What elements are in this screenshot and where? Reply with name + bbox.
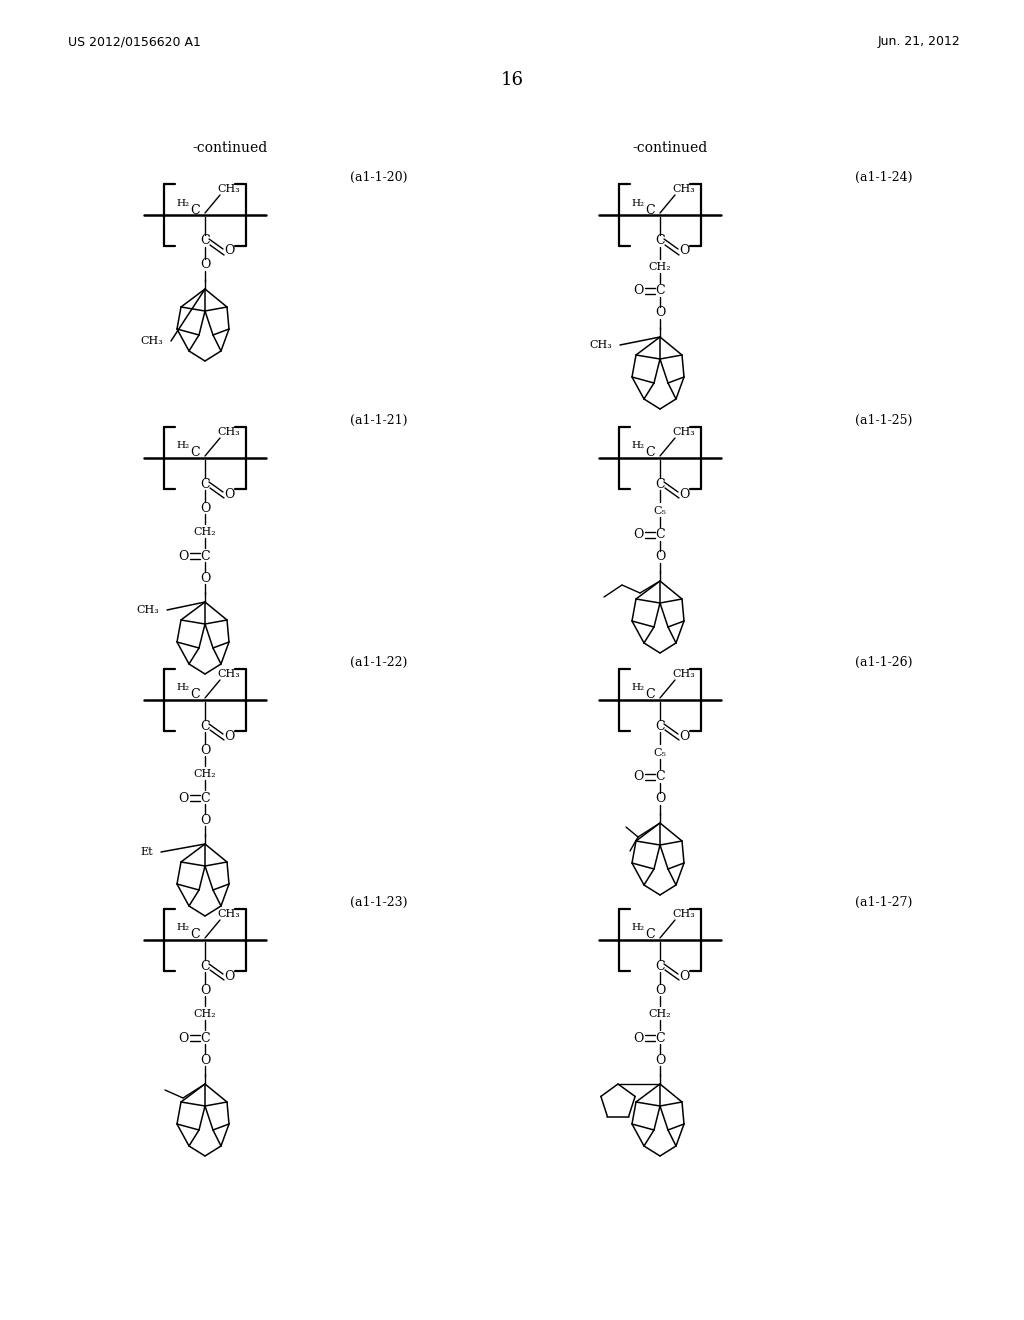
Text: CH₂: CH₂ bbox=[648, 1008, 672, 1019]
Text: O: O bbox=[200, 983, 210, 997]
Text: -continued: -continued bbox=[193, 141, 267, 154]
Text: O: O bbox=[178, 1031, 188, 1044]
Text: O: O bbox=[679, 244, 689, 257]
Text: CH₃: CH₃ bbox=[673, 669, 695, 678]
Text: H₂: H₂ bbox=[176, 198, 189, 207]
Text: CH₃: CH₃ bbox=[218, 426, 241, 437]
Text: O: O bbox=[224, 487, 234, 500]
Text: O: O bbox=[200, 502, 210, 515]
Text: C: C bbox=[645, 446, 654, 459]
Text: C: C bbox=[645, 689, 654, 701]
Text: H₂: H₂ bbox=[176, 441, 189, 450]
Text: Jun. 21, 2012: Jun. 21, 2012 bbox=[878, 36, 961, 49]
Text: O: O bbox=[178, 792, 188, 804]
Text: C: C bbox=[200, 235, 210, 248]
Text: O: O bbox=[654, 550, 666, 564]
Text: CH₂: CH₂ bbox=[648, 261, 672, 272]
Text: CH₃: CH₃ bbox=[136, 605, 159, 615]
Text: H₂: H₂ bbox=[176, 684, 189, 693]
Text: CH₃: CH₃ bbox=[140, 337, 163, 346]
Text: CH₃: CH₃ bbox=[673, 426, 695, 437]
Text: CH₂: CH₂ bbox=[194, 1008, 216, 1019]
Text: H₂: H₂ bbox=[176, 924, 189, 932]
Text: Et: Et bbox=[140, 847, 153, 857]
Text: C: C bbox=[655, 478, 665, 491]
Text: C: C bbox=[200, 719, 210, 733]
Text: O: O bbox=[178, 549, 188, 562]
Text: C: C bbox=[655, 235, 665, 248]
Text: O: O bbox=[200, 259, 210, 272]
Text: C: C bbox=[200, 549, 210, 562]
Text: O: O bbox=[679, 487, 689, 500]
Text: O: O bbox=[633, 528, 643, 541]
Text: CH₃: CH₃ bbox=[218, 909, 241, 919]
Text: C: C bbox=[200, 478, 210, 491]
Text: C: C bbox=[655, 528, 665, 541]
Text: O: O bbox=[200, 1053, 210, 1067]
Text: O: O bbox=[224, 730, 234, 742]
Text: C: C bbox=[655, 1031, 665, 1044]
Text: (a1-1-26): (a1-1-26) bbox=[855, 656, 912, 668]
Text: O: O bbox=[224, 244, 234, 257]
Text: C₅: C₅ bbox=[653, 748, 667, 758]
Text: C: C bbox=[190, 689, 200, 701]
Text: H₂: H₂ bbox=[632, 198, 644, 207]
Text: CH₃: CH₃ bbox=[218, 669, 241, 678]
Text: CH₃: CH₃ bbox=[218, 183, 241, 194]
Text: (a1-1-23): (a1-1-23) bbox=[350, 895, 408, 908]
Text: (a1-1-24): (a1-1-24) bbox=[855, 170, 912, 183]
Text: US 2012/0156620 A1: US 2012/0156620 A1 bbox=[68, 36, 201, 49]
Text: C: C bbox=[645, 928, 654, 941]
Text: O: O bbox=[200, 572, 210, 585]
Text: (a1-1-22): (a1-1-22) bbox=[350, 656, 408, 668]
Text: O: O bbox=[633, 1031, 643, 1044]
Text: C: C bbox=[655, 960, 665, 973]
Text: H₂: H₂ bbox=[632, 924, 644, 932]
Text: C: C bbox=[190, 928, 200, 941]
Text: CH₃: CH₃ bbox=[589, 341, 612, 350]
Text: O: O bbox=[654, 1053, 666, 1067]
Text: O: O bbox=[224, 969, 234, 982]
Text: C: C bbox=[655, 771, 665, 784]
Text: (a1-1-27): (a1-1-27) bbox=[855, 895, 912, 908]
Text: C₅: C₅ bbox=[653, 506, 667, 516]
Text: O: O bbox=[654, 792, 666, 805]
Text: (a1-1-21): (a1-1-21) bbox=[350, 413, 408, 426]
Text: CH₃: CH₃ bbox=[673, 909, 695, 919]
Text: 16: 16 bbox=[501, 71, 523, 88]
Text: O: O bbox=[200, 743, 210, 756]
Text: CH₂: CH₂ bbox=[194, 770, 216, 779]
Text: O: O bbox=[654, 306, 666, 319]
Text: O: O bbox=[633, 285, 643, 297]
Text: C: C bbox=[655, 285, 665, 297]
Text: C: C bbox=[200, 960, 210, 973]
Text: C: C bbox=[190, 203, 200, 216]
Text: H₂: H₂ bbox=[632, 441, 644, 450]
Text: O: O bbox=[679, 969, 689, 982]
Text: C: C bbox=[645, 203, 654, 216]
Text: O: O bbox=[633, 771, 643, 784]
Text: C: C bbox=[200, 1031, 210, 1044]
Text: -continued: -continued bbox=[633, 141, 708, 154]
Text: (a1-1-25): (a1-1-25) bbox=[855, 413, 912, 426]
Text: O: O bbox=[200, 813, 210, 826]
Text: (a1-1-20): (a1-1-20) bbox=[350, 170, 408, 183]
Text: H₂: H₂ bbox=[632, 684, 644, 693]
Text: C: C bbox=[200, 792, 210, 804]
Text: CH₃: CH₃ bbox=[673, 183, 695, 194]
Text: C: C bbox=[655, 719, 665, 733]
Text: O: O bbox=[654, 983, 666, 997]
Text: C: C bbox=[190, 446, 200, 459]
Text: CH₂: CH₂ bbox=[194, 527, 216, 537]
Text: O: O bbox=[679, 730, 689, 742]
